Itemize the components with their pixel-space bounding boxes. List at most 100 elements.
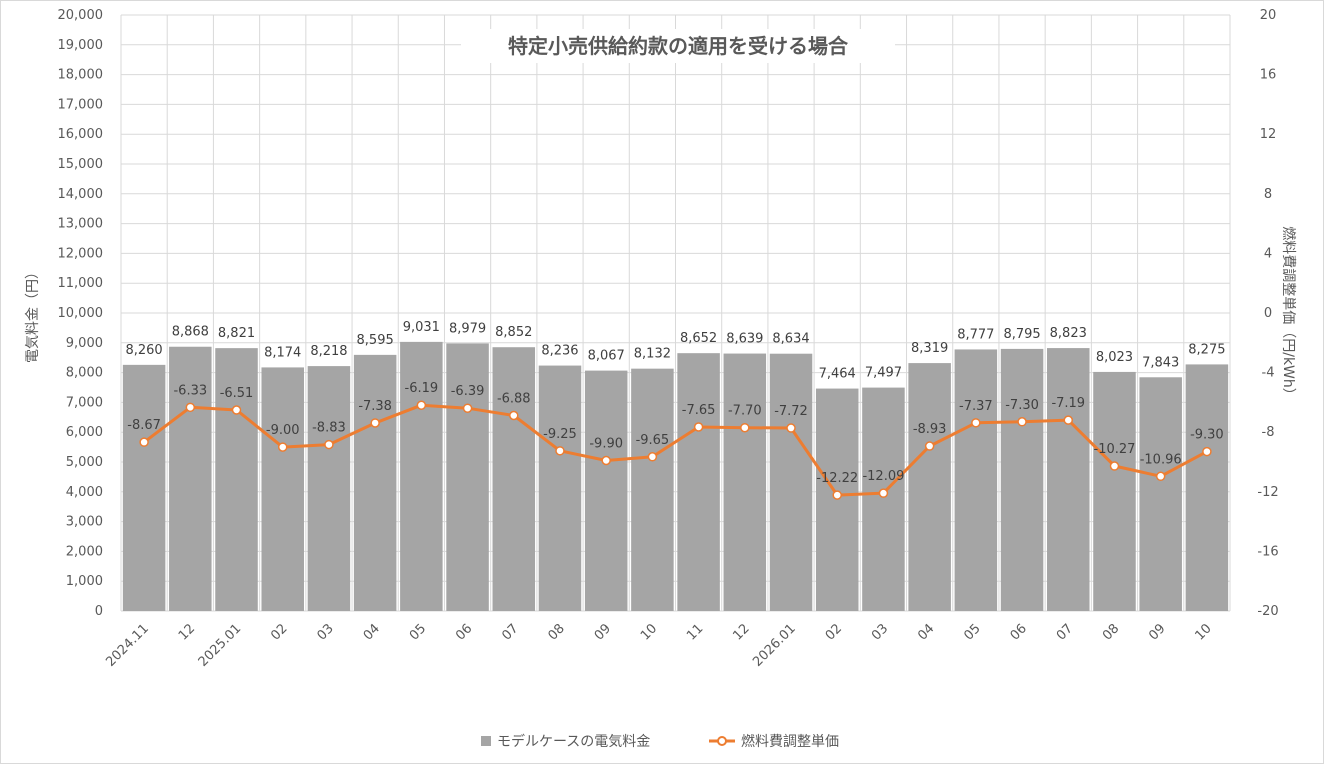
category-label: 04 <box>361 621 383 643</box>
line-marker <box>416 400 427 410</box>
line-marker <box>277 442 288 452</box>
bar-data-label: 8,319 <box>911 341 948 356</box>
right-axis-tick-label: -16 <box>1257 544 1278 559</box>
line-data-label: -9.90 <box>589 437 623 452</box>
right-axis-tick-label: 4 <box>1264 246 1272 261</box>
bar <box>492 347 536 611</box>
category-label: 02 <box>823 621 845 643</box>
bar-data-label: 8,132 <box>634 347 671 362</box>
bar <box>723 353 767 611</box>
left-axis-tick-label: 17,000 <box>58 97 104 112</box>
bar <box>1185 364 1229 611</box>
line-marker <box>924 441 935 451</box>
bar-data-label: 8,236 <box>541 344 578 359</box>
bar <box>908 363 951 611</box>
line-data-labels: -8.67 -6.33 -6.51 -9.00 -8.83 -7.38 -6.19 -6.39… <box>127 381 1223 486</box>
line-data-label: -7.38 <box>358 399 392 414</box>
line-marker <box>786 423 796 433</box>
line-marker <box>971 418 981 428</box>
bar-data-label: 8,634 <box>772 332 809 347</box>
bar <box>1093 371 1136 611</box>
left-axis-tick-label: 11,000 <box>58 276 104 291</box>
bar <box>400 341 443 611</box>
bar <box>122 364 166 611</box>
left-axis-tick-label: 2,000 <box>66 544 103 559</box>
line-data-label: -9.65 <box>636 433 670 448</box>
line-marker <box>740 422 750 433</box>
line-marker <box>509 410 519 421</box>
line-marker <box>462 403 473 413</box>
line-data-label: -7.72 <box>774 404 808 419</box>
category-label: 11 <box>684 621 706 643</box>
left-axis-tick-label: 15,000 <box>58 157 104 172</box>
line-data-label: -8.83 <box>312 421 346 436</box>
line-data-label: -12.09 <box>862 469 904 484</box>
right-axis-ticks: -20 -16 -12 -8 -4 0 4 8 12 16 20 <box>1257 8 1278 619</box>
legend-line-marker <box>717 736 727 746</box>
line-data-label: -8.67 <box>127 418 161 433</box>
right-axis-tick-label: -20 <box>1257 604 1278 619</box>
category-label: 09 <box>592 621 614 643</box>
category-label: 07 <box>1054 621 1076 643</box>
line-marker <box>1202 446 1212 457</box>
line-data-label: -6.39 <box>451 384 485 399</box>
left-axis-tick-label: 10,000 <box>58 306 104 321</box>
line-data-label: -7.37 <box>959 399 993 414</box>
line-data-label: -7.19 <box>1051 396 1085 411</box>
line-marker <box>324 439 334 450</box>
line-data-label: -7.30 <box>1005 398 1039 413</box>
bar-data-label: 7,497 <box>865 366 902 381</box>
line-data-label: -10.96 <box>1140 452 1182 467</box>
left-axis-tick-label: 16,000 <box>58 127 104 142</box>
bar <box>1047 348 1090 611</box>
bar <box>584 370 628 611</box>
category-label: 05 <box>961 621 983 643</box>
bar-data-label: 7,464 <box>819 367 856 382</box>
line-data-label: -9.30 <box>1190 428 1224 443</box>
left-axis-tick-label: 13,000 <box>58 217 104 232</box>
bar-data-label: 8,260 <box>125 343 162 358</box>
bar <box>538 365 582 611</box>
line-marker <box>555 446 565 456</box>
line-data-label: -6.19 <box>405 381 439 396</box>
bar <box>1000 348 1044 611</box>
category-label: 12 <box>176 621 198 643</box>
category-label: 2024.11 <box>103 621 152 670</box>
line-marker <box>370 418 380 428</box>
bar-data-label: 9,031 <box>403 320 440 335</box>
category-label: 2026.01 <box>750 621 799 670</box>
category-label: 10 <box>638 621 660 643</box>
category-label: 07 <box>499 621 521 643</box>
left-axis-tick-label: 20,000 <box>58 8 104 23</box>
right-axis-tick-label: 12 <box>1260 127 1277 142</box>
bar-data-label: 8,275 <box>1188 342 1225 357</box>
line-marker <box>1063 415 1074 425</box>
legend: モデルケースの電気料金 燃料費調整単価 <box>481 733 839 750</box>
left-axis-tick-label: 8,000 <box>66 366 103 381</box>
bar-data-label: 8,821 <box>218 326 255 341</box>
line-data-label: -8.93 <box>913 422 947 437</box>
left-axis-title: 電気料金（円） <box>25 265 41 363</box>
bar <box>169 346 212 611</box>
line-data-label: -9.25 <box>543 427 577 442</box>
line-data-label: -6.51 <box>220 386 254 401</box>
bar-data-label: 8,023 <box>1096 350 1133 365</box>
bar <box>769 353 813 611</box>
line-series <box>139 400 1212 500</box>
category-label: 05 <box>407 621 429 643</box>
line-data-label: -7.65 <box>682 403 716 418</box>
category-label: 08 <box>1100 621 1122 643</box>
line-data-label: -6.33 <box>173 383 207 398</box>
category-label: 06 <box>1008 621 1030 643</box>
bar-data-label: 8,868 <box>172 325 209 340</box>
line-data-label: -7.70 <box>728 404 762 419</box>
left-axis-tick-label: 14,000 <box>58 187 104 202</box>
bar-data-label: 8,823 <box>1050 326 1087 341</box>
category-label: 12 <box>730 621 752 643</box>
category-label: 03 <box>869 621 891 643</box>
line-marker <box>231 405 242 415</box>
line-marker <box>1155 471 1166 482</box>
